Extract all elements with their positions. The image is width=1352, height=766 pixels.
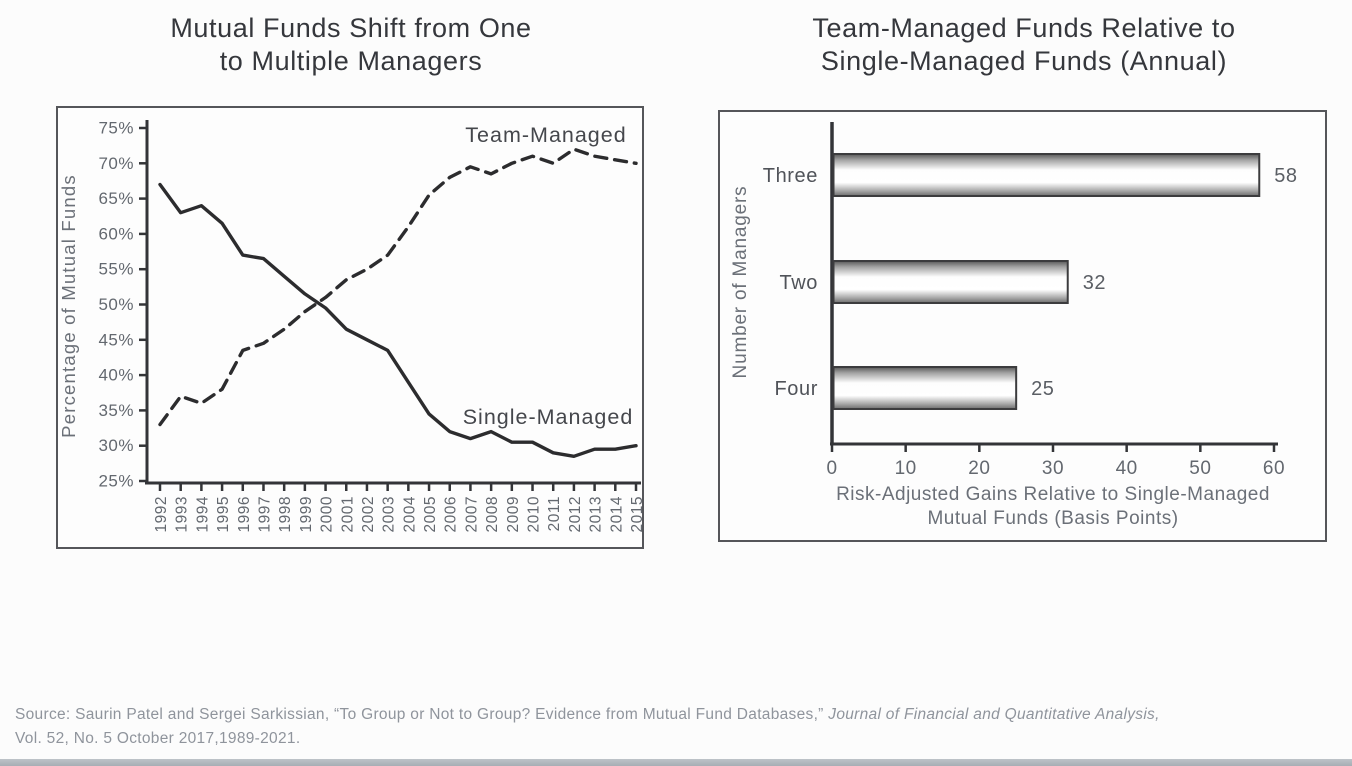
y-tick-label: 45% [98,330,134,349]
x-tick-label: 2015 [629,496,642,532]
y-tick-label: 70% [98,154,134,173]
line-chart-frame: 25% 30% 35% 40% 45% 50% 55% 60% 65% 70% 75% 1992 199… [56,106,644,549]
x-tick-label: 10 [895,458,917,479]
x-tick-label: 2000 [319,496,336,532]
source-citation: Source: Saurin Patel and Sergei Sarkissi… [15,703,1315,751]
left-chart-title: Mutual Funds Shift from One to Multiple … [55,12,647,78]
right-chart-title: Team-Managed Funds Relative to Single-Ma… [718,12,1330,78]
category-label-four: Four [774,378,818,400]
bar-chart-frame: 0 10 20 30 40 50 60 Three 58 Two 32 Four 25 Number of… [718,110,1327,542]
x-tick-label: 1993 [174,496,191,532]
x-tick-label: 2005 [422,496,439,532]
right-chart-title-line2: Single-Managed Funds (Annual) [820,46,1228,76]
left-chart-title-line2: to Multiple Managers [219,46,483,76]
team-managed-line [158,147,638,427]
value-label-three: 58 [1274,165,1297,187]
single-managed-label: Single-Managed [463,405,634,429]
risk-adjusted-gains-bar-chart: 0 10 20 30 40 50 60 Three 58 Two 32 Four 25 Number of… [730,122,1297,529]
x-tick-label: 2002 [360,496,377,532]
y-tick-label: 40% [98,366,134,385]
source-journal-name: Journal of Financial and Quantitative An… [828,706,1160,723]
x-tick-label: 2008 [484,496,501,532]
x-tick-label: 40 [1116,458,1138,479]
x-tick-label: 1994 [194,496,211,532]
x-tick-label: 1999 [298,496,315,532]
x-tick-label: 2012 [567,496,584,532]
x-tick-label: 2007 [463,496,480,532]
x-tick-label: 1992 [153,496,170,532]
x-tick-label: 2001 [339,496,356,532]
y-tick-label: 30% [98,436,134,455]
bar-four [832,366,1018,410]
x-tick-label: 2009 [505,496,522,532]
value-label-four: 25 [1031,378,1054,400]
source-line2: Vol. 52, No. 5 October 2017,1989-2021. [15,730,301,747]
x-tick-label: 2006 [443,496,460,532]
y-tick-label: 65% [98,189,134,208]
bar-three [832,153,1261,197]
x-tick-label: 0 [826,458,837,479]
left-chart-title-line1: Mutual Funds Shift from One [170,13,532,43]
x-tick-label: 1997 [256,496,273,532]
x-tick-label: 2013 [588,496,605,532]
source-line1: Source: Saurin Patel and Sergei Sarkissi… [15,703,1315,727]
bottom-divider-bar [0,759,1352,766]
x-tick-label: 30 [1042,458,1064,479]
y-axis-title: Number of Managers [730,186,751,379]
value-label-two: 32 [1083,272,1106,294]
x-tick-label: 2004 [401,496,418,532]
x-tick-label: 20 [968,458,990,479]
single-managed-line [158,182,638,458]
y-tick-label: 75% [98,119,134,138]
y-axis-title: Percentage of Mutual Funds [58,174,79,438]
category-label-two: Two [780,272,818,294]
x-tick-label: 1996 [236,496,253,532]
managers-shift-line-chart: 25%30%35%40%45%50%55%60%65%70%75%1992 199… [58,119,642,533]
x-tick-label: 60 [1263,458,1285,479]
category-label-three: Three [763,165,818,187]
right-chart-title-line1: Team-Managed Funds Relative to [812,13,1236,43]
y-tick-label: 35% [98,401,134,420]
x-axis-title-line2: Mutual Funds (Basis Points) [927,508,1178,529]
y-tick-label: 50% [98,295,134,314]
x-tick-label: 2010 [526,496,543,532]
x-axis-title-line1: Risk-Adjusted Gains Relative to Single-M… [836,484,1270,505]
x-tick-label: 2011 [546,496,563,531]
x-tick-label: 1995 [215,496,232,532]
x-tick-label: 1998 [277,496,294,532]
bar-two [832,260,1069,304]
y-tick-label: 55% [98,260,134,279]
source-prefix: Source: Saurin Patel and Sergei Sarkissi… [15,706,829,723]
y-tick-label: 60% [98,224,134,243]
x-tick-label: 50 [1189,458,1211,479]
x-tick-label: 2003 [381,496,398,532]
team-managed-label: Team-Managed [465,123,626,147]
y-tick-label: 25% [98,472,134,491]
x-tick-label: 2014 [608,496,625,532]
